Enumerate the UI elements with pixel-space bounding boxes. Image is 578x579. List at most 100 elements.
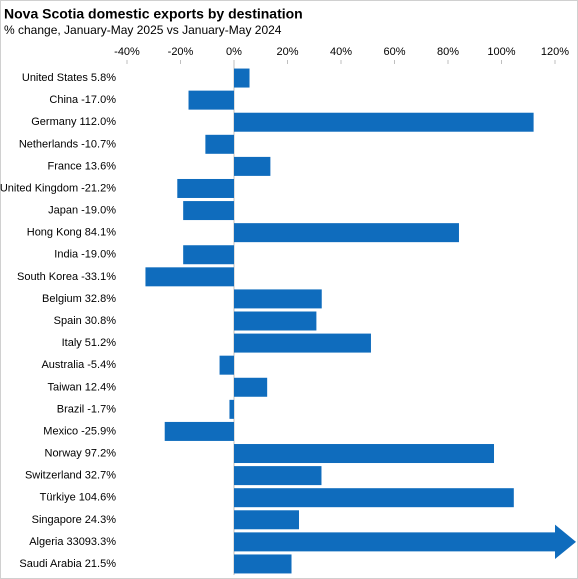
bar (234, 466, 322, 486)
bar (234, 68, 250, 88)
bar (183, 201, 234, 221)
value-label: 104.6% (79, 492, 117, 504)
y-tick-label: United Kingdom -21.2% (0, 182, 116, 194)
value-label: 112.0% (80, 116, 117, 128)
value-label: 24.3% (85, 514, 116, 526)
bar (234, 488, 514, 508)
category-name: Saudi Arabia (19, 558, 82, 570)
bar (234, 223, 459, 243)
value-label: 84.1% (85, 227, 116, 239)
category-name: Switzerland (25, 470, 82, 482)
value-label: 13.6% (85, 160, 116, 172)
y-tick-label: Spain 30.8% (54, 315, 117, 327)
y-tick-label: United States 5.8% (22, 72, 116, 84)
value-label: -19.0% (81, 204, 116, 216)
y-tick-label: Algeria 33093.3% (29, 536, 116, 548)
bar (234, 156, 271, 176)
bar (229, 399, 234, 419)
bar (177, 178, 234, 198)
bar (234, 289, 322, 309)
value-label: -25.9% (81, 425, 116, 437)
category-name: Norway (45, 447, 83, 459)
bar (234, 554, 292, 574)
category-name: Belgium (42, 293, 82, 305)
y-tick-label: Italy 51.2% (62, 337, 117, 349)
category-name: Australia (41, 359, 85, 371)
y-tick-label: France 13.6% (48, 160, 117, 172)
bar (145, 267, 234, 287)
category-name: Italy (62, 337, 83, 349)
value-label: -5.4% (87, 359, 116, 371)
category-name: United States (22, 72, 89, 84)
x-tick-label: -20% (168, 46, 194, 58)
value-label: 32.7% (85, 470, 116, 482)
category-name: Japan (48, 204, 78, 216)
bar (234, 112, 534, 132)
category-name: Mexico (43, 425, 78, 437)
value-label: -33.1% (81, 271, 116, 283)
y-tick-label: South Korea -33.1% (17, 271, 116, 283)
y-tick-label: Norway 97.2% (45, 447, 117, 459)
value-label: -21.2% (81, 182, 116, 194)
bar (234, 444, 495, 464)
value-label: 21.5% (85, 558, 116, 570)
y-tick-label: Hong Kong 84.1% (27, 227, 116, 239)
value-label: -10.7% (81, 138, 116, 150)
value-label: 97.2% (85, 447, 116, 459)
bar (234, 510, 300, 530)
y-tick-label: China -17.0% (49, 94, 116, 106)
value-label: -19.0% (81, 249, 116, 261)
value-label: 33093.3% (66, 536, 116, 548)
y-tick-label: Türkiye 104.6% (40, 492, 117, 504)
bar (164, 421, 234, 441)
category-name: France (48, 160, 82, 172)
value-label: 32.8% (85, 293, 116, 305)
category-name: Taiwan (48, 381, 82, 393)
category-name: India (54, 249, 79, 261)
category-name: China (49, 94, 79, 106)
chart-title: Nova Scotia domestic exports by destinat… (4, 6, 303, 22)
bar (183, 245, 234, 265)
x-tick-label: 100% (487, 46, 515, 58)
bar (219, 355, 234, 375)
bar (188, 90, 234, 110)
value-label: -17.0% (81, 94, 116, 106)
value-label: 5.8% (91, 72, 116, 84)
y-tick-label: Japan -19.0% (48, 204, 116, 216)
x-tick-label: 80% (437, 46, 459, 58)
y-tick-label: Switzerland 32.7% (25, 470, 116, 482)
y-tick-label: India -19.0% (54, 249, 116, 261)
value-label: 30.8% (85, 315, 116, 327)
value-label: -1.7% (87, 403, 116, 415)
y-tick-label: Australia -5.4% (41, 359, 116, 371)
bar (234, 377, 268, 397)
y-tick-label: Saudi Arabia 21.5% (19, 558, 116, 570)
bar (234, 333, 371, 353)
y-tick-label: Germany 112.0% (31, 116, 116, 128)
category-name: Brazil (57, 403, 85, 415)
category-name: Türkiye (40, 492, 76, 504)
category-name: Netherlands (19, 138, 79, 150)
x-tick-label: -40% (114, 46, 140, 58)
category-name: Germany (31, 116, 77, 128)
x-tick-label: 60% (383, 46, 405, 58)
category-name: Singapore (32, 514, 82, 526)
y-tick-label: Belgium 32.8% (42, 293, 116, 305)
value-label: 51.2% (85, 337, 116, 349)
bar (205, 134, 234, 154)
x-tick-label: 20% (276, 46, 298, 58)
x-tick-label: 120% (541, 46, 569, 58)
x-tick-label: 0% (226, 46, 242, 58)
category-name: Spain (54, 315, 82, 327)
bar (234, 311, 317, 331)
category-name: United Kingdom (0, 182, 78, 194)
y-tick-label: Netherlands -10.7% (19, 138, 116, 150)
y-tick-label: Brazil -1.7% (57, 403, 116, 415)
y-tick-label: Singapore 24.3% (32, 514, 117, 526)
chart-subtitle: % change, January-May 2025 vs January-Ma… (4, 23, 282, 37)
y-tick-label: Taiwan 12.4% (48, 381, 117, 393)
bar (234, 524, 576, 560)
category-name: Hong Kong (27, 227, 82, 239)
category-name: Algeria (29, 536, 64, 548)
